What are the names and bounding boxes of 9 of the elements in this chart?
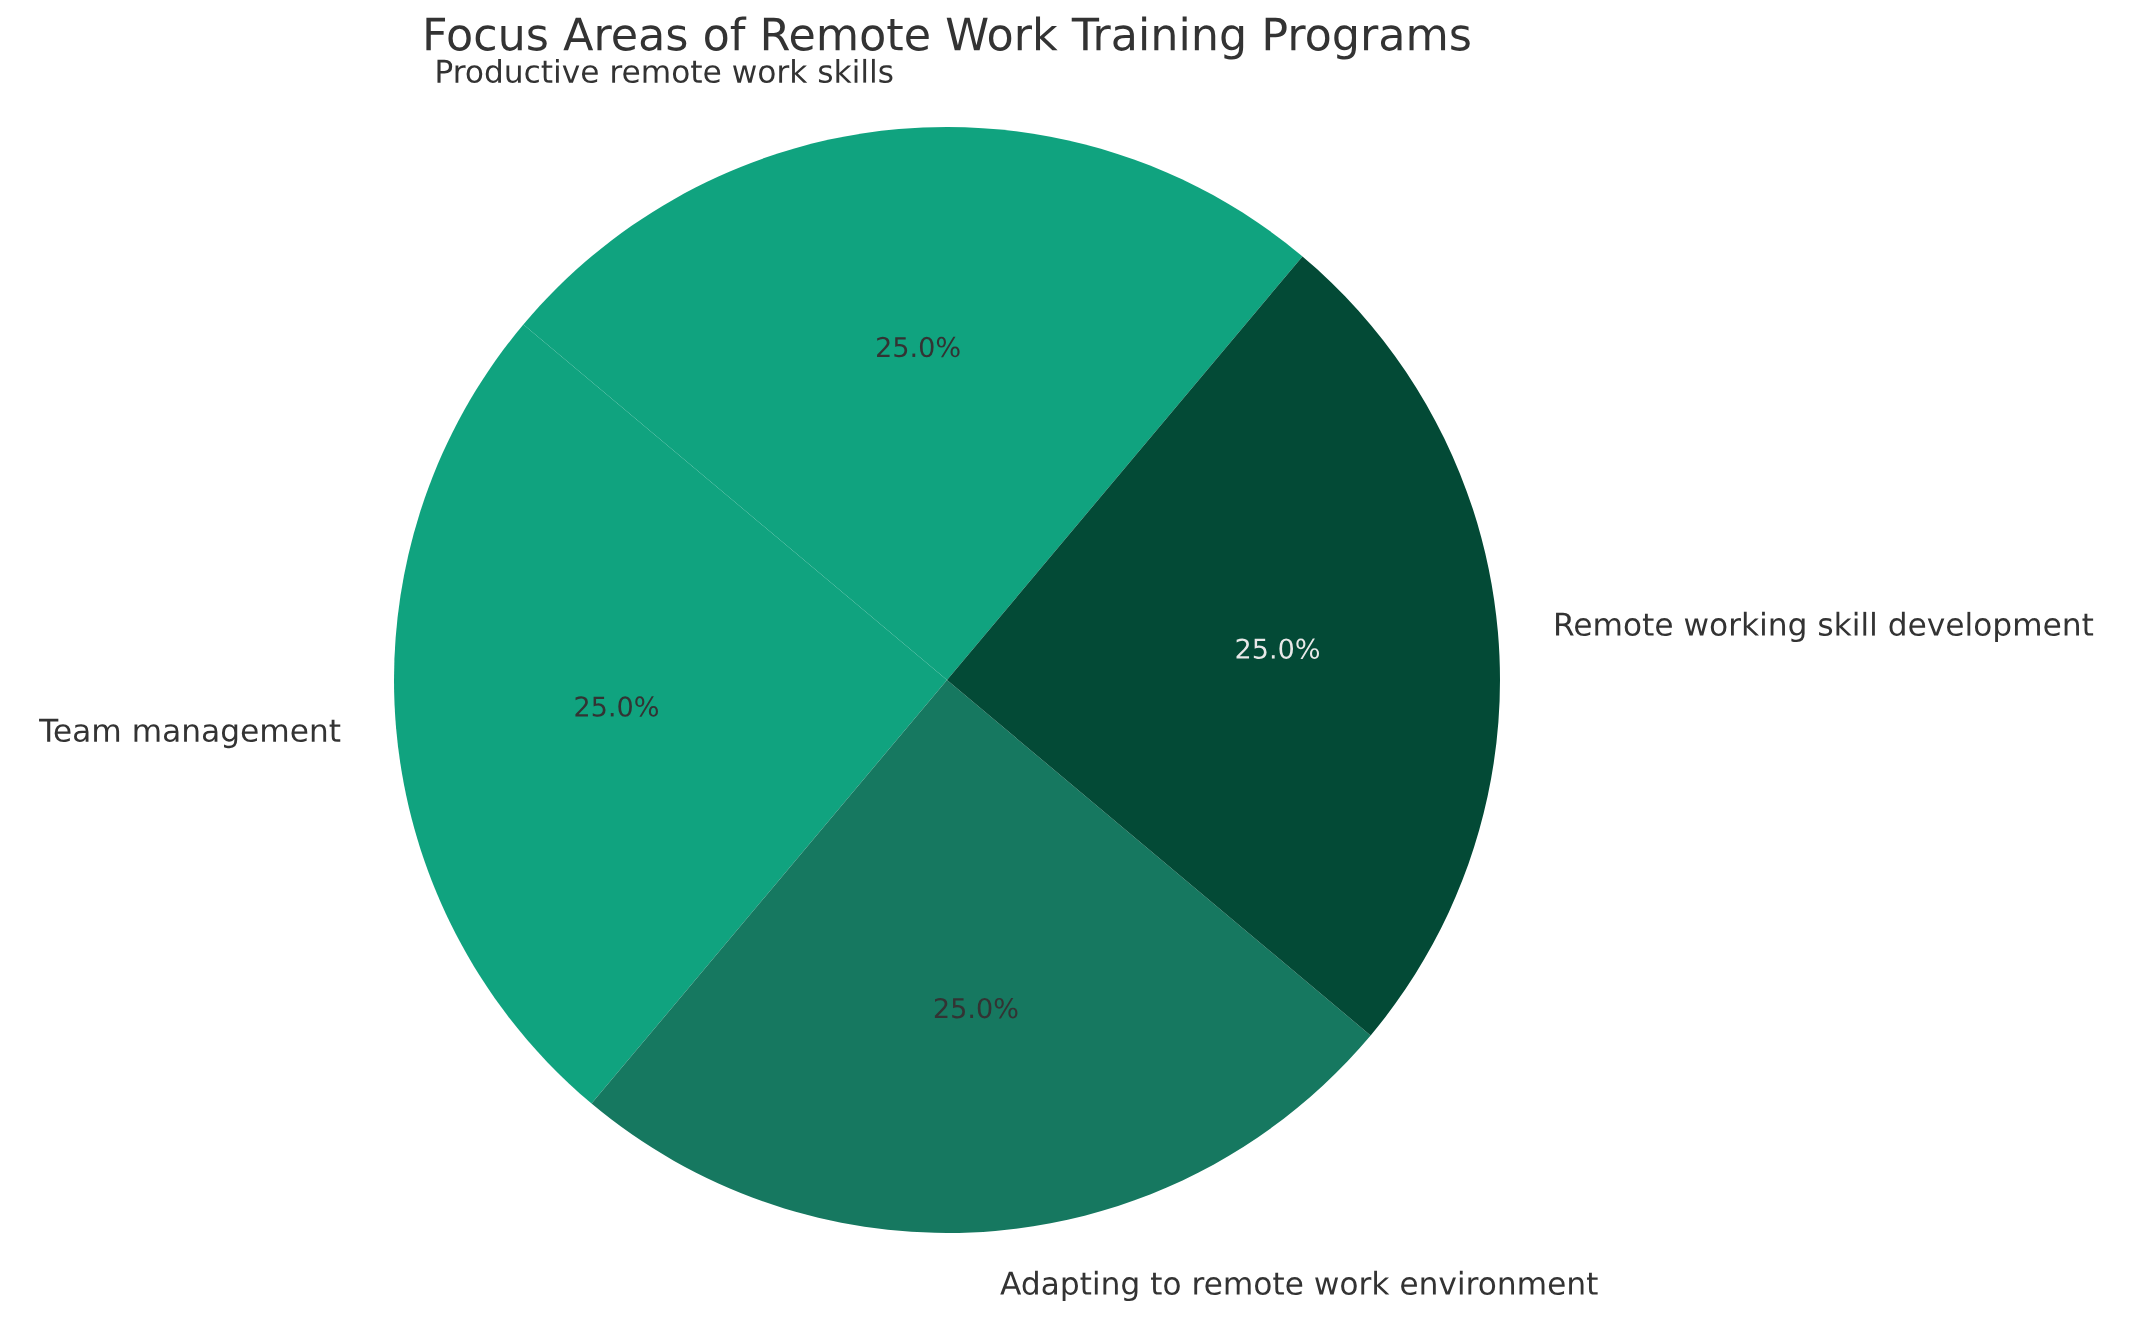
- data-label: 25.0%: [575, 696, 658, 717]
- slice-label: Productive remote work skills: [437, 58, 893, 84]
- slice-label: Team management: [39, 718, 341, 749]
- chart-title: Focus Areas of Remote Work Training Programs: [426, 16, 1470, 60]
- slice-label: Adapting to remote work environment: [1000, 1270, 1598, 1302]
- slice-label: Remote working skill development: [1556, 611, 2094, 643]
- data-label: 25.0%: [934, 997, 1018, 1019]
- data-label: 25.0%: [877, 336, 960, 358]
- data-label: 25.0%: [1236, 638, 1320, 659]
